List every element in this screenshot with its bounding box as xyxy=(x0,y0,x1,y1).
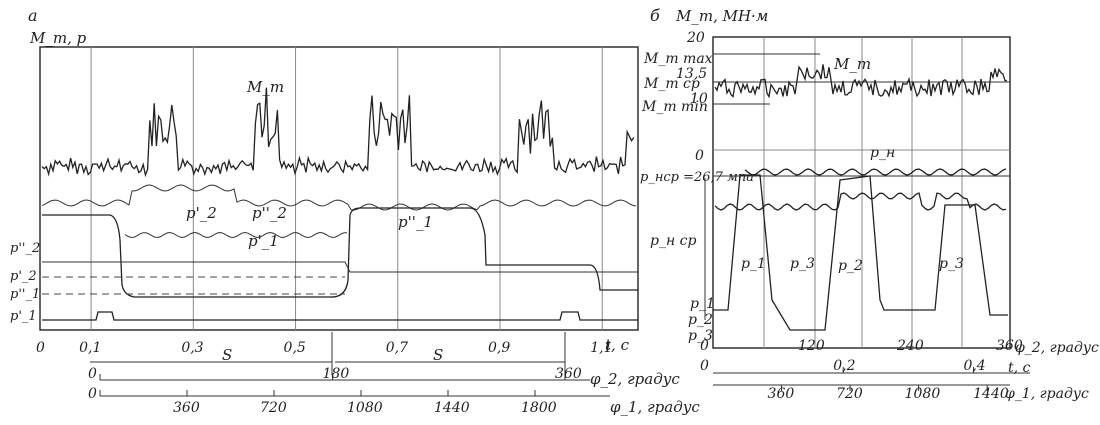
panel-b-phi1-tick: 360 xyxy=(768,386,795,402)
b-mt-curve-label: M_т xyxy=(833,55,871,73)
panel-b-phi2-label: φ_2, градус xyxy=(1015,340,1099,356)
b-left-p3: p_3 xyxy=(688,328,713,344)
panel-a-t-unit: t, c xyxy=(605,336,630,354)
panel-a-phi1-tick: 720 xyxy=(260,400,287,416)
label-p1p: p'_1 xyxy=(248,232,279,250)
panel-a-p1pp-trace xyxy=(124,231,347,239)
b-left-p1: p_1 xyxy=(690,296,715,312)
panel-b: б M_т, МН·м 20 13,5 10 0 M_т max M_т ср … xyxy=(640,6,1099,402)
panel-a-frame xyxy=(39,46,639,331)
panel-a-phi1-tick: 1800 xyxy=(521,400,557,416)
panel-a-phi2-tick: 180 xyxy=(323,366,350,382)
panel-b-mt-trace xyxy=(714,64,1008,99)
panel-a-p2pp-trace xyxy=(41,184,637,211)
panel-a-t-ticks: 0 0,1 0,3 0,5 0,7 0,9 1,1 xyxy=(36,340,612,356)
b-p2-label: p_2 xyxy=(838,258,863,274)
panel-b-phi2-tick: 120 xyxy=(798,338,825,354)
panel-a: a M_т, p M_т p'_2 p''_2 p'_1 p''_1 p''_2… xyxy=(10,6,700,416)
b-p3-label-2: p_3 xyxy=(939,256,964,272)
panel-a-phi1-tick: 1440 xyxy=(434,400,470,416)
b-phi2-0: 0 xyxy=(700,338,709,354)
label-p1pp: p''_1 xyxy=(398,213,433,231)
pnsr-axis-label: p_н ср xyxy=(650,233,696,249)
panel-a-t-tick: 0 xyxy=(36,340,45,356)
left-label-2: p'_2 xyxy=(10,269,37,284)
panel-b-t-ticks: 0,2 0,4 xyxy=(833,358,985,374)
b-t-0: 0 xyxy=(700,358,709,374)
panel-b-phi2-tick: 240 xyxy=(896,338,924,354)
mt-max-label: M_т max xyxy=(643,51,713,67)
pnsr-label: p_нср =26,7 мпа xyxy=(640,170,754,185)
panel-b-pressure-trace xyxy=(713,174,1008,331)
panel-a-phi2-tick: 0 xyxy=(88,366,97,382)
panel-b-phi1-tick: 1440 xyxy=(973,386,1009,402)
panel-a-phi1-ticks: 0 360 720 1080 1440 1800 xyxy=(88,386,557,416)
panel-b-phi1-ticks: 360 720 1080 1440 xyxy=(768,385,1009,402)
b-p3-label-1: p_3 xyxy=(790,256,815,272)
b-ytick-20: 20 xyxy=(686,30,705,46)
panel-a-base-trace xyxy=(42,311,638,321)
panel-a-letter: a xyxy=(28,6,38,25)
panel-a-grid xyxy=(90,47,603,330)
pn-label: p_н xyxy=(870,145,895,161)
panel-a-phi2-ticks: 0 180 360 xyxy=(88,366,582,382)
b-ytick-135: 13,5 xyxy=(676,66,707,82)
label-p2p: p'_2 xyxy=(186,204,217,222)
panel-b-phi2-tick: 360 xyxy=(996,338,1023,354)
panel-a-phi1-tick: 1080 xyxy=(347,400,383,416)
panel-a-t-tick: 0,9 xyxy=(488,340,510,356)
panel-b-letter: б xyxy=(650,6,660,25)
label-mt: M_т xyxy=(246,78,284,96)
s-label-2: S xyxy=(433,346,443,364)
mt-min-label: M_т min xyxy=(641,99,708,115)
panel-a-p2p-trace xyxy=(42,261,638,273)
b-p1-label: p_1 xyxy=(741,256,766,272)
b-ytick-0: 0 xyxy=(695,148,704,164)
panel-a-t-tick: 0,7 xyxy=(386,340,408,356)
panel-a-t-tick: 0,3 xyxy=(181,340,203,356)
panel-b-phi1-label: φ_1, градус xyxy=(1005,386,1089,402)
mt-sr-label: M_т ср xyxy=(643,76,700,92)
panel-a-t-tick: 0,5 xyxy=(284,340,306,356)
panel-a-ylabel: M_т, p xyxy=(29,29,87,47)
s-label-1: S xyxy=(222,346,232,364)
panel-a-phi1-label: φ_1, градус xyxy=(610,398,700,416)
panel-a-phi2-tick: 360 xyxy=(555,366,582,382)
b-left-p2: p_2 xyxy=(688,312,713,328)
panel-b-t-unit: t, c xyxy=(1008,360,1031,376)
panel-a-t-tick: 1,1 xyxy=(590,340,612,356)
panel-b-ylabel: M_т, МН·м xyxy=(675,7,768,25)
panel-b-phi1-tick: 1080 xyxy=(905,386,941,402)
panel-a-phi2-label: φ_2, градус xyxy=(590,370,680,388)
panel-a-p1p-trace xyxy=(42,207,638,298)
panel-a-phi1-tick: 0 xyxy=(88,386,97,402)
panel-b-pn-trace xyxy=(744,168,1007,176)
left-label-3: p''_1 xyxy=(10,287,40,302)
panel-a-t-tick: 0,1 xyxy=(79,340,101,356)
panel-b-t-tick: 0,2 xyxy=(833,358,855,374)
left-label-1: p''_2 xyxy=(10,241,40,256)
b-ytick-10: 10 xyxy=(690,91,708,107)
label-p2pp: p''_2 xyxy=(252,204,287,222)
panel-b-t-tick: 0,4 xyxy=(963,358,985,374)
panel-b-phi2-ticks: 120 240 360 xyxy=(798,338,1023,354)
left-label-4: p'_1 xyxy=(10,309,37,324)
panel-b-phi1-tick: 720 xyxy=(836,386,863,402)
panel-a-mt-trace xyxy=(41,87,635,178)
panel-a-phi1-tick: 360 xyxy=(173,400,200,416)
